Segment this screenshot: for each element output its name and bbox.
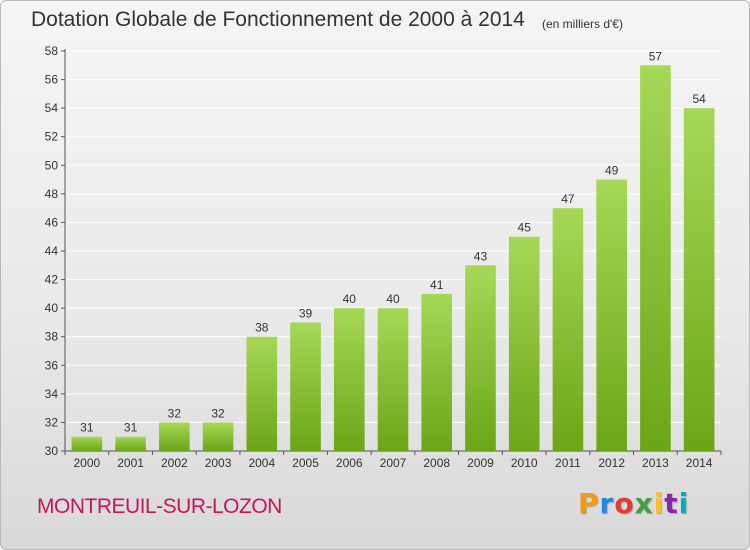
data-label-2010: 45	[518, 221, 532, 235]
brand-letter: i	[653, 487, 665, 520]
chart-title: Dotation Globale de Fonctionnement de 20…	[31, 8, 525, 31]
y-tick-label: 56	[45, 73, 59, 87]
brand-letter: o	[614, 487, 635, 520]
y-tick-label: 58	[45, 44, 59, 58]
x-tick-label-2000: 2000	[74, 456, 101, 470]
bar-2003	[202, 422, 234, 451]
bar-2010	[508, 236, 540, 451]
bar-2000	[71, 436, 103, 451]
commune-name: MONTREUIL-SUR-LOZON	[37, 495, 282, 518]
x-tick-label-2007: 2007	[380, 456, 407, 470]
x-tick-labels: 2000 2001 2002 2003 2004 2005 2006 2007 2008 2009…	[74, 456, 713, 470]
data-label-2006: 40	[343, 292, 357, 306]
y-tick-label: 36	[45, 358, 59, 372]
x-tick-label-2009: 2009	[467, 456, 494, 470]
data-label-2014: 54	[692, 92, 706, 106]
x-tick-label-2003: 2003	[205, 456, 232, 470]
y-tick-label: 32	[45, 415, 59, 429]
y-tick-label: 44	[45, 244, 59, 258]
brand-letter: P	[578, 487, 600, 520]
x-tick-label-2006: 2006	[336, 456, 363, 470]
y-tick-label: 50	[45, 158, 59, 172]
bar-2006	[333, 308, 365, 451]
x-tick-label-2005: 2005	[292, 456, 319, 470]
x-tick-label-2010: 2010	[511, 456, 538, 470]
bar-2011	[552, 208, 584, 451]
data-label-2000: 31	[80, 421, 94, 435]
bars	[71, 65, 715, 452]
data-label-2013: 57	[649, 49, 663, 63]
chart-unit: (en milliers d'€)	[542, 17, 623, 31]
data-label-2003: 32	[211, 406, 225, 420]
bar-2013	[640, 65, 671, 452]
bar-2001	[115, 436, 146, 451]
data-label-2008: 41	[430, 278, 444, 292]
brand-letter: t	[664, 487, 679, 520]
data-labels: 31 31 32 32 38 39 40 40 41 43 45 47 49 57 54	[80, 49, 706, 434]
y-tick-label: 40	[45, 301, 59, 315]
x-tick-label-2011: 2011	[555, 456, 581, 470]
data-label-2009: 43	[474, 249, 488, 263]
brand-letter: i	[678, 487, 690, 520]
bar-2008	[421, 293, 453, 451]
brand-letter: x	[634, 487, 654, 520]
x-tick-label-2008: 2008	[423, 456, 450, 470]
bar-2012	[596, 179, 627, 452]
bar-2014	[683, 108, 715, 452]
bar-2007	[377, 308, 409, 451]
y-tick-label: 54	[45, 101, 59, 115]
data-label-2012: 49	[605, 164, 619, 178]
bar-2002	[159, 422, 190, 451]
data-label-2005: 39	[299, 306, 313, 320]
y-tick-label: 46	[45, 215, 59, 229]
y-tick-labels: 30 32 34 36 38 40 42 44 46 48 50 52 54 56 58	[45, 44, 59, 458]
x-tick-label-2013: 2013	[642, 456, 669, 470]
y-tick-label: 30	[45, 444, 59, 458]
data-label-2001: 31	[124, 421, 138, 435]
data-label-2004: 38	[255, 321, 269, 335]
bar-2005	[290, 322, 321, 451]
x-tick-label-2014: 2014	[686, 456, 713, 470]
proxiti-logo: Proxiti	[578, 487, 689, 520]
bar-2009	[465, 265, 496, 451]
data-label-2002: 32	[168, 406, 182, 420]
y-tick-label: 38	[45, 330, 59, 344]
y-tick-label: 42	[45, 273, 59, 287]
x-tick-label-2002: 2002	[161, 456, 188, 470]
y-tick-label: 34	[45, 387, 59, 401]
y-tick-label: 52	[45, 130, 59, 144]
data-label-2007: 40	[386, 292, 400, 306]
data-label-2011: 47	[561, 192, 575, 206]
x-tick-label-2001: 2001	[117, 456, 144, 470]
bar-2004	[246, 336, 278, 451]
brand-letter: r	[599, 487, 615, 520]
y-tick-label: 48	[45, 187, 59, 201]
x-tick-label-2004: 2004	[248, 456, 275, 470]
x-tick-label-2012: 2012	[598, 456, 625, 470]
